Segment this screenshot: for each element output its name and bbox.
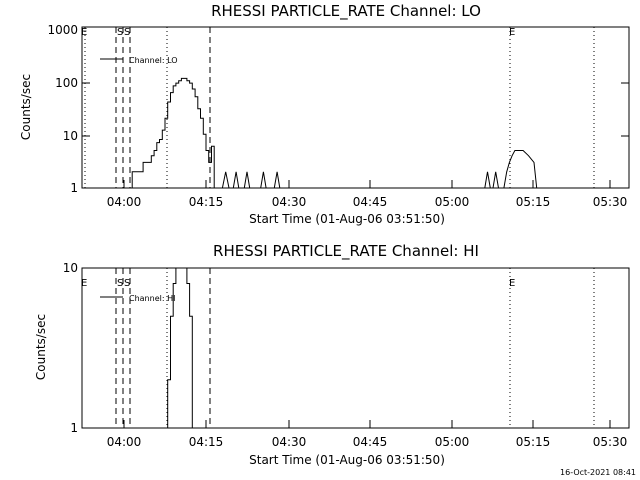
lo-xtick-label-0400: 04:00	[107, 195, 142, 209]
hi-ytick-label-10: 10	[63, 261, 78, 275]
hi-y-axis-label: Counts/sec	[34, 314, 48, 380]
lo-legend-label: Channel: LO	[129, 56, 178, 65]
lo-xtick-label-0515: 05:15	[516, 195, 551, 209]
lo-burst-2	[243, 171, 251, 189]
hi-title: RHESSI PARTICLE_RATE Channel: HI	[213, 242, 479, 261]
lo-marker-label-e-start: E	[81, 27, 87, 38]
lo-xtick-label-0500: 05:00	[435, 195, 470, 209]
panel-lo: RHESSI PARTICLE_RATE Channel: LO 1 10 10…	[19, 2, 630, 226]
lo-x-ticks: 04:00 04:15 04:30 04:45 05:00 05:15 05:3…	[107, 180, 628, 209]
hi-x-ticks: 04:00 04:15 04:30 04:45 05:00 05:15 05:3…	[107, 420, 628, 449]
hi-marker-label-s1: S	[117, 278, 123, 289]
lo-xtick-label-0430: 04:30	[272, 195, 307, 209]
hi-marker-label-e-end: E	[509, 278, 515, 289]
lo-xtick-label-0530: 05:30	[593, 195, 628, 209]
hi-marker-label-e-start: E	[81, 278, 87, 289]
hi-y-ticks: 1 10	[63, 261, 78, 435]
hi-event-markers: E S S E	[81, 268, 595, 428]
lo-ytick-label-100: 100	[55, 76, 78, 90]
lo-marker-label-e-end: E	[509, 27, 515, 38]
hi-legend: Channel: HI	[100, 294, 175, 303]
hi-xtick-label-0445: 04:45	[353, 435, 388, 449]
lo-burst-0	[221, 171, 230, 189]
lo-marker-label-s1: S	[117, 27, 123, 38]
lo-burst-6	[492, 171, 499, 189]
hi-xtick-label-0500: 05:00	[435, 435, 470, 449]
lo-xtick-label-0445: 04:45	[353, 195, 388, 209]
hi-xtick-label-0515: 05:15	[516, 435, 551, 449]
lo-marker-label-s2: S	[124, 27, 130, 38]
hi-series-line-0	[165, 267, 193, 429]
hi-series	[165, 267, 193, 429]
lo-y-axis-label: Counts/sec	[19, 74, 33, 140]
lo-burst-5	[484, 171, 491, 189]
hi-xtick-label-0400: 04:00	[107, 435, 142, 449]
lo-ytick-label-10: 10	[63, 129, 78, 143]
hi-legend-label: Channel: HI	[129, 294, 175, 303]
panel-hi: RHESSI PARTICLE_RATE Channel: HI 1 10 04…	[34, 242, 630, 467]
lo-event-markers: E S S E	[81, 27, 595, 188]
footer-timestamp: 16-Oct-2021 08:41	[560, 468, 636, 477]
lo-xtick-label-0415: 04:15	[189, 195, 224, 209]
lo-burst-3	[260, 171, 267, 189]
lo-y-ticks: 1 10 100 1000	[47, 23, 629, 195]
hi-x-axis-label: Start Time (01-Aug-06 03:51:50)	[249, 453, 445, 467]
lo-x-axis-label: Start Time (01-Aug-06 03:51:50)	[249, 212, 445, 226]
hi-xtick-label-0415: 04:15	[189, 435, 224, 449]
hi-ytick-label-1: 1	[70, 421, 78, 435]
lo-legend: Channel: LO	[100, 56, 178, 65]
lo-burst-1	[232, 171, 240, 189]
hi-xtick-label-0530: 05:30	[593, 435, 628, 449]
lo-burst-4	[273, 171, 281, 189]
lo-plot-frame	[81, 26, 630, 189]
hi-marker-label-s2: S	[124, 278, 130, 289]
lo-ytick-label-1: 1	[70, 181, 78, 195]
hi-plot-frame	[81, 267, 630, 429]
lo-burst-7	[503, 150, 538, 189]
lo-title: RHESSI PARTICLE_RATE Channel: LO	[211, 2, 481, 21]
lo-series	[129, 77, 538, 189]
lo-ytick-label-1000: 1000	[47, 23, 78, 37]
hi-xtick-label-0430: 04:30	[272, 435, 307, 449]
